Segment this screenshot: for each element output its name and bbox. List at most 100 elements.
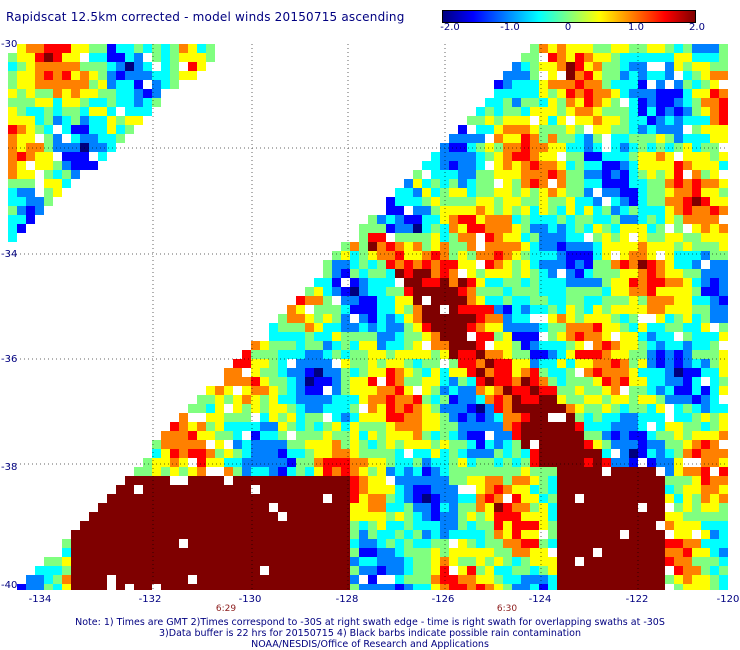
- wind-cell: [323, 332, 332, 341]
- wind-cell: [620, 179, 629, 188]
- wind-cell: [368, 314, 377, 323]
- wind-cell: [44, 575, 53, 584]
- wind-cell: [683, 485, 692, 494]
- wind-cell: [647, 485, 656, 494]
- wind-cell: [35, 80, 44, 89]
- wind-cell: [701, 269, 710, 278]
- wind-cell: [656, 89, 665, 98]
- wind-cell: [575, 530, 584, 539]
- wind-cell: [701, 197, 710, 206]
- wind-cell: [377, 386, 386, 395]
- wind-cell: [647, 521, 656, 530]
- wind-cell: [440, 350, 449, 359]
- wind-cell: [323, 323, 332, 332]
- wind-cell: [278, 431, 287, 440]
- wind-cell: [242, 476, 251, 485]
- wind-cell: [575, 143, 584, 152]
- wind-cell: [377, 350, 386, 359]
- wind-cell: [575, 53, 584, 62]
- wind-cell: [305, 341, 314, 350]
- wind-cell: [629, 539, 638, 548]
- wind-cell: [368, 377, 377, 386]
- wind-cell: [602, 296, 611, 305]
- wind-cell: [35, 62, 44, 71]
- wind-cell: [17, 170, 26, 179]
- wind-cell: [296, 404, 305, 413]
- wind-cell: [575, 296, 584, 305]
- wind-cell: [629, 413, 638, 422]
- wind-cell: [431, 575, 440, 584]
- wind-cell: [701, 80, 710, 89]
- wind-cell: [638, 467, 647, 476]
- wind-cell: [629, 215, 638, 224]
- wind-cell: [350, 404, 359, 413]
- wind-cell: [629, 368, 638, 377]
- wind-cell: [359, 449, 368, 458]
- wind-cell: [413, 521, 422, 530]
- wind-cell: [386, 386, 395, 395]
- wind-cell: [314, 530, 323, 539]
- wind-cell: [368, 431, 377, 440]
- wind-cell: [692, 260, 701, 269]
- wind-cell: [512, 305, 521, 314]
- wind-cell: [485, 386, 494, 395]
- wind-cell: [593, 557, 602, 566]
- wind-cell: [629, 179, 638, 188]
- wind-cell: [611, 224, 620, 233]
- wind-cell: [26, 98, 35, 107]
- wind-cell: [314, 566, 323, 575]
- wind-cell: [206, 512, 215, 521]
- wind-cell: [359, 584, 368, 590]
- wind-cell: [638, 197, 647, 206]
- wind-cell: [170, 566, 179, 575]
- wind-cell: [566, 188, 575, 197]
- wind-cell: [62, 557, 71, 566]
- wind-cell: [719, 44, 728, 53]
- wind-cell: [449, 188, 458, 197]
- wind-cell: [611, 467, 620, 476]
- wind-cell: [485, 395, 494, 404]
- wind-cell: [485, 476, 494, 485]
- wind-cell: [548, 224, 557, 233]
- wind-cell: [575, 458, 584, 467]
- wind-cell: [413, 206, 422, 215]
- wind-cell: [638, 89, 647, 98]
- wind-cell: [89, 116, 98, 125]
- wind-cell: [710, 476, 719, 485]
- wind-cell: [206, 44, 215, 53]
- wind-cell: [557, 395, 566, 404]
- wind-cell: [494, 422, 503, 431]
- wind-cell: [170, 503, 179, 512]
- wind-cell: [413, 548, 422, 557]
- wind-cell: [368, 539, 377, 548]
- wind-cell: [413, 584, 422, 590]
- wind-cell: [467, 521, 476, 530]
- wind-cell: [206, 395, 215, 404]
- wind-cell: [386, 269, 395, 278]
- wind-cell: [692, 224, 701, 233]
- wind-cell: [422, 323, 431, 332]
- wind-cell: [224, 368, 233, 377]
- wind-cell: [404, 224, 413, 233]
- wind-cell: [476, 161, 485, 170]
- wind-cell: [476, 350, 485, 359]
- wind-cell: [701, 350, 710, 359]
- wind-cell: [530, 260, 539, 269]
- wind-cell: [494, 287, 503, 296]
- wind-cell: [314, 449, 323, 458]
- wind-cell: [413, 278, 422, 287]
- wind-cell: [476, 188, 485, 197]
- wind-cell: [530, 386, 539, 395]
- wind-cell: [539, 215, 548, 224]
- wind-cell: [611, 422, 620, 431]
- wind-cell: [701, 143, 710, 152]
- wind-cell: [431, 224, 440, 233]
- wind-cell: [224, 386, 233, 395]
- wind-cell: [8, 116, 17, 125]
- wind-cell: [521, 152, 530, 161]
- wind-cell: [89, 548, 98, 557]
- wind-cell: [458, 341, 467, 350]
- wind-cell: [629, 458, 638, 467]
- wind-cell: [485, 575, 494, 584]
- wind-cell: [710, 215, 719, 224]
